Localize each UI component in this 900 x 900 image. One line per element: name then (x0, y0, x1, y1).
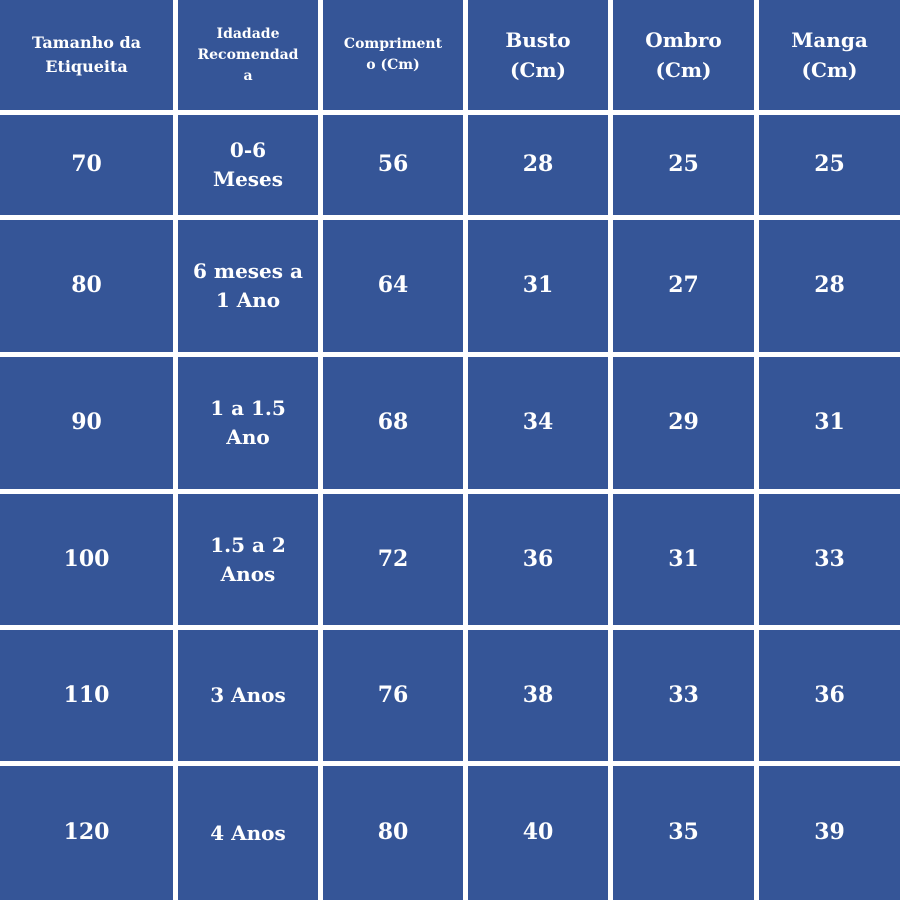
header-line: (Cm) (655, 58, 712, 82)
header-cell: Manga (Cm) (759, 0, 900, 110)
table-cell: 72 (323, 494, 463, 625)
table-cell: 1 a 1.5 Ano (178, 357, 318, 489)
table-cell: 39 (759, 766, 900, 900)
table-cell: 90 (0, 357, 173, 489)
table-cell: 1.5 a 2 Anos (178, 494, 318, 625)
table-cell: 35 (613, 766, 754, 900)
table-cell: 34 (468, 357, 608, 489)
table-cell: 36 (468, 494, 608, 625)
table-cell: 100 (0, 494, 173, 625)
header-line: Compriment (343, 36, 443, 52)
table-cell: 28 (468, 115, 608, 215)
header-cell: Compriment o (Cm) (323, 0, 463, 110)
header-cell: Ombro (Cm) (613, 0, 754, 110)
header-line: (Cm) (509, 58, 566, 82)
table-cell: 56 (323, 115, 463, 215)
table-cell: 33 (613, 630, 754, 761)
table-cell: 6 meses a 1 Ano (178, 220, 318, 352)
table-cell: 31 (613, 494, 754, 625)
table-cell: 3 Anos (178, 630, 318, 761)
table-cell: 33 (759, 494, 900, 625)
table-cell: 36 (759, 630, 900, 761)
table-cell: 31 (468, 220, 608, 352)
table-cell: 25 (613, 115, 754, 215)
table-cell: 40 (468, 766, 608, 900)
header-line: Etiqueita (45, 57, 128, 76)
header-line: o (Cm) (366, 57, 420, 73)
header-line: a (243, 67, 253, 84)
table-cell: 70 (0, 115, 173, 215)
table-cell: 4 Anos (178, 766, 318, 900)
header-cell: Busto (Cm) (468, 0, 608, 110)
header-cell: Tamanho da Etiqueita (0, 0, 173, 110)
header-line: (Cm) (801, 58, 858, 82)
table-cell: 0-6 Meses (178, 115, 318, 215)
header-line: Tamanho da (31, 33, 142, 52)
table-cell: 28 (759, 220, 900, 352)
table-cell: 27 (613, 220, 754, 352)
table-cell: 110 (0, 630, 173, 761)
table-cell: 29 (613, 357, 754, 489)
header-line: Ombro (645, 28, 722, 52)
table-cell: 64 (323, 220, 463, 352)
table-cell: 31 (759, 357, 900, 489)
table-cell: 80 (323, 766, 463, 900)
header-line: Idadade (216, 25, 280, 42)
table-cell: 120 (0, 766, 173, 900)
table-cell: 38 (468, 630, 608, 761)
header-cell: Idadade Recomendad a (178, 0, 318, 110)
table-cell: 25 (759, 115, 900, 215)
table-cell: 80 (0, 220, 173, 352)
table-cell: 76 (323, 630, 463, 761)
table-cell: 68 (323, 357, 463, 489)
header-line: Manga (791, 28, 868, 52)
header-line: Recomendad (197, 46, 299, 63)
header-line: Busto (505, 28, 571, 52)
